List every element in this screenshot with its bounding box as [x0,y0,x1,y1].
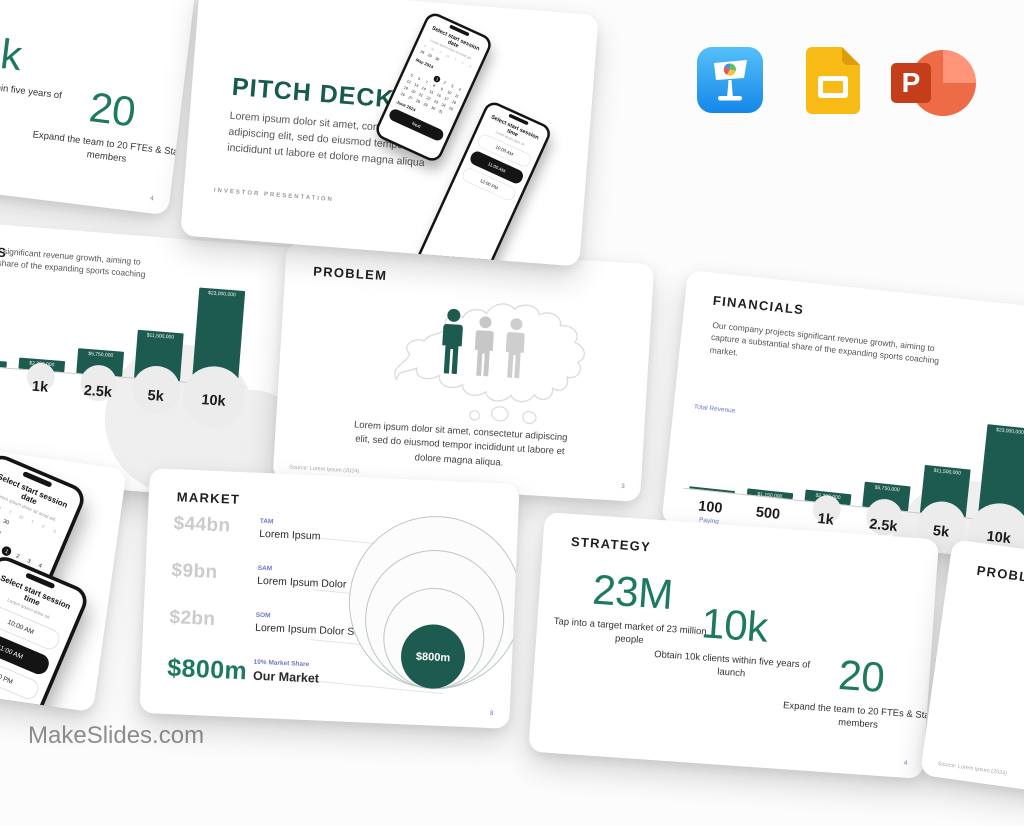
market-value: $800m [166,653,248,686]
bar-value-label: $23,000,000 [995,426,1024,436]
powerpoint-app-icon: P [891,49,977,122]
time-options: 10:00 AM 11:00 AM 12:00 PM [0,601,64,703]
page-number: 4 [149,195,155,203]
bar-columns: 100 $1,150,000 500 [0,262,255,431]
page-number: 8 [489,710,494,718]
page-number: 4 [903,759,908,767]
stat-value: 20 [836,650,886,702]
slide-title: PROBLEM [975,562,1024,588]
market-tag: 10% Market Share [253,658,310,669]
slide-title: MARKET [176,489,241,507]
revenue-bar: $1,150,000 [0,358,7,368]
slide-strategy: STRATEGY 23M Tap into a target market of… [528,512,940,779]
pitch-deck-footer: INVESTOR PRESENTATION [213,187,335,204]
source-note: Source: Lorem Ipsum (2024) [937,761,1008,777]
market-name: Our Market [252,668,320,686]
stat-value: 10k [699,599,770,651]
phone-screen: Select start session time Lorem ipsum do… [0,556,87,713]
person-icon [470,316,498,377]
bar-value-label: $5,750,000 [88,350,114,359]
category-label: 5k [146,387,165,406]
pitch-deck-title: PITCH DECK [230,72,396,114]
category-label: 100 [697,498,724,517]
slide-market: MARKET $44bn TAM Lorem Ipsum $9bn SAM Lo… [139,468,520,729]
person-icons [437,308,529,379]
market-rows: $44bn TAM Lorem Ipsum $9bn SAM Lorem Ips… [166,513,365,715]
bar-value-label: $11,500,000 [146,332,175,341]
strategy-stat: 20 Expand the team to 20 FTEs & Staff me… [21,76,197,175]
market-row: $44bn TAM Lorem Ipsum [173,513,364,544]
bar-value-label: $5,750,000 [874,484,901,493]
slide-financials: FINANCIALS Our company projects signific… [661,270,1024,568]
google-slides-app-icon [806,47,860,119]
category-label: 500 [755,504,781,523]
market-tag: SAM [257,564,273,573]
source-note: Source: Lorem Ipsum (2024) [289,464,360,475]
person-icon [437,308,467,375]
page-number: 3 [620,482,625,491]
slide-title: FINANCIALS [712,292,805,318]
slide-strategy-fragment: STRATEGY 23M Tap into a target market of… [0,0,198,216]
bar-column: $5,750,000 2.5k [67,276,136,413]
slide-problem: PROBLEM Lorem ipsum dolor sit amet, cons… [272,242,655,503]
market-row: $9bn SAM Lorem Ipsum Dolor [171,560,362,591]
slide-phones-fragment: Select start session date Lorem ipsum do… [0,425,127,713]
keynote-app-icon [697,47,763,118]
market-row: $2bn SOM Lorem Ipsum Dolor Sit [169,607,360,638]
slide-title: PROBLEM [312,263,388,284]
market-name: Lorem Ipsum Dolor [256,574,347,591]
bar-column: $2,300,000 1k [9,271,78,408]
slide-title: STRATEGY [570,533,652,555]
market-tag: TAM [259,517,274,526]
phone-mockup-time: Select start session time Lorem ipsum do… [0,552,92,713]
person-icon [501,317,529,378]
bar-value-label: $11,500,000 [933,467,962,477]
tam-sam-som-circles: $800m [348,516,520,690]
our-market-bubble-label: $800m [416,651,451,664]
revenue-bar-chart: Total Revenue Paying Customers 100 [0,262,309,504]
market-row: $800m 10% Market Share Our Market [167,654,359,691]
category-label: 1k [31,378,49,396]
market-name: Lorem Ipsum [258,527,321,543]
market-value: $9bn [171,560,218,584]
strategy-stat: 20 Expand the team to 20 FTEs & Staff me… [773,647,939,737]
bar-column: $23,000,000 10k [180,285,251,431]
bar-value-label: $23,000,000 [207,289,237,298]
category-label: 2.5k [83,382,113,401]
category-label: 1k [816,510,835,529]
market-value: $2bn [169,607,216,630]
financials-description: Our company projects significant revenue… [709,319,940,367]
market-value: $44bn [173,513,231,537]
bar-column: $11,500,000 5k [125,280,193,417]
makeslides-watermark: MakeSlides.com [28,722,205,749]
slide-pitch-deck: PITCH DECK Lorem ipsum dolor sit amet, c… [180,0,599,267]
problem-body: Lorem ipsum dolor sit amet, consectetur … [1017,723,1024,797]
svg-text:P: P [902,67,921,98]
